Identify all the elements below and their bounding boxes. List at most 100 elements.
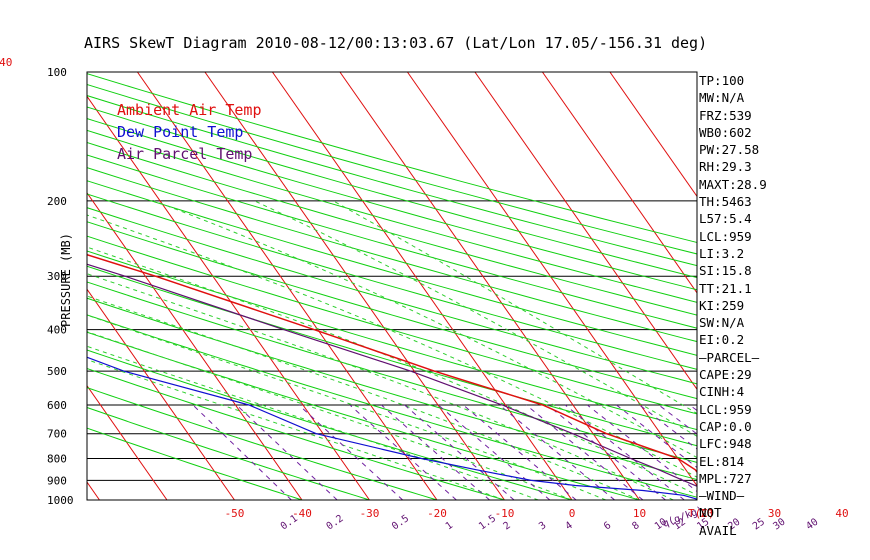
mixing-ratio-tick-label: 1	[444, 520, 455, 532]
dry-adiabat-line	[87, 314, 697, 498]
moist-adiabat-line	[87, 214, 697, 478]
chart-title: AIRS SkewT Diagram 2010-08-12/00:13:03.6…	[84, 34, 708, 52]
pressure-tick-label: 400	[47, 324, 67, 337]
mixing-ratio-line	[438, 404, 551, 500]
isotherm-line	[87, 95, 370, 500]
index-item: WB0:602	[699, 124, 752, 140]
bottom-temp-tick-label: -40	[292, 507, 312, 520]
index-item: RH:29.3	[699, 159, 752, 175]
legend-air-parcel-temp: Air Parcel Temp	[117, 145, 252, 163]
pressure-tick-label: 600	[47, 399, 67, 412]
index-item: MPL:727	[699, 470, 752, 486]
isotherm-line	[204, 72, 505, 500]
dry-adiabat-line	[87, 141, 697, 316]
pressure-tick-label: 700	[47, 428, 67, 441]
mixing-ratio-line	[236, 404, 338, 500]
legend-label: Air Parcel Temp	[117, 145, 253, 163]
dry-adiabat-line	[87, 367, 505, 500]
isotherm-line	[87, 384, 168, 500]
mixing-ratio-line	[298, 404, 404, 500]
index-item: MAXT:28.9	[699, 176, 767, 192]
stability-index-panel: TP:100 MW:N/A FRZ:539 WB0:602 PW:27.58 RH:29.…	[699, 72, 867, 539]
x-axis-label: T(C)	[688, 507, 715, 520]
moist-adiabat-line	[87, 331, 573, 500]
moist-adiabat-line	[87, 295, 640, 500]
mixing-ratio-tick-label: 8	[630, 520, 641, 532]
series-line-ambient-air-temp	[87, 253, 697, 474]
top-temp-tick-label: -40	[0, 56, 12, 69]
index-item: TT:21.1	[699, 280, 752, 296]
index-item: CAP:0.0	[699, 418, 752, 434]
isotherm-line	[541, 72, 697, 294]
moist-adiabat-line	[87, 359, 505, 500]
moist-adiabat-line	[87, 273, 674, 500]
bottom-temp-tick-label: -20	[427, 507, 447, 520]
dry-adiabat-line	[87, 106, 697, 279]
mixing-ratio-line	[639, 404, 697, 450]
moist-adiabat-line	[254, 200, 697, 437]
pressure-tick-label: 1000	[47, 494, 74, 507]
bottom-temp-tick-label: -30	[360, 507, 380, 520]
index-item: AVAIL	[699, 522, 737, 538]
dry-adiabat-line	[87, 406, 370, 500]
mixing-ratio-tick-label: 4	[564, 520, 575, 532]
pressure-tick-label: 800	[47, 453, 67, 466]
index-item: LI:3.2	[699, 245, 745, 261]
dry-adiabat-line	[87, 331, 640, 500]
isotherm-line	[609, 72, 697, 198]
dry-adiabat-line	[87, 95, 697, 267]
index-item: PW:27.58	[699, 142, 760, 158]
index-item: SW:N/A	[699, 315, 745, 331]
isotherm-line	[406, 72, 697, 487]
index-item: NOT	[699, 505, 722, 521]
dry-adiabat-line	[87, 387, 438, 500]
plot-frame	[86, 71, 698, 501]
index-item: LFC:948	[699, 436, 752, 452]
mixing-ratio-tick-label: 2	[501, 520, 512, 532]
pressure-tick-label: 100	[47, 66, 67, 79]
pressure-tick-label: 500	[47, 365, 67, 378]
dry-adiabat-line	[87, 427, 303, 500]
index-item: L57:5.4	[699, 211, 752, 227]
moist-adiabat-line	[153, 200, 697, 459]
index-item: —WIND—	[699, 488, 745, 504]
index-item: LCL:959	[699, 401, 752, 417]
index-item: LCL:959	[699, 228, 752, 244]
mixing-ratio-line	[349, 404, 457, 500]
series-line-dew-point-temp	[87, 356, 697, 500]
bottom-temp-tick-label: 10	[633, 507, 646, 520]
legend-label: Ambient Air Temp	[117, 101, 262, 119]
moist-adiabat-line	[87, 246, 697, 496]
index-item: TH:5463	[699, 194, 752, 210]
y-axis-label: PRESSURE (MB)	[59, 233, 73, 327]
isotherm-line	[87, 288, 235, 500]
pressure-tick-label: 300	[47, 270, 67, 283]
index-item: TP:100	[699, 73, 745, 88]
dry-adiabat-line	[87, 281, 697, 463]
dry-adiabat-line	[87, 235, 697, 415]
dry-adiabat-line	[87, 207, 697, 385]
isotherm-line	[87, 191, 303, 500]
legend-ambient-air-temp: Ambient Air Temp	[117, 101, 262, 119]
isotherm-line	[474, 72, 697, 391]
index-item: EI:0.2	[699, 332, 745, 348]
mixing-ratio-tick-label: 0.2	[325, 513, 346, 532]
isotherm-line	[0, 72, 32, 500]
index-item: KI:259	[699, 297, 745, 313]
dry-adiabat-line	[87, 250, 697, 431]
dry-adiabat-line	[87, 73, 697, 243]
mixing-ratio-line	[404, 404, 515, 500]
isotherm-line	[271, 72, 573, 500]
legend-dew-point-temp: Dew Point Temp	[117, 123, 243, 141]
dry-adiabat-line	[87, 154, 697, 329]
dry-adiabat-line	[87, 349, 573, 500]
legend-label: Dew Point Temp	[117, 123, 244, 141]
index-item: CINH:4	[699, 384, 745, 400]
bottom-temp-tick-label: 30	[768, 507, 781, 520]
dry-adiabat-line	[87, 167, 697, 343]
index-item: FRZ:539	[699, 107, 752, 123]
isotherm-line	[136, 72, 438, 500]
dry-adiabat-line	[87, 193, 697, 370]
index-item: —PARCEL—	[699, 349, 760, 365]
